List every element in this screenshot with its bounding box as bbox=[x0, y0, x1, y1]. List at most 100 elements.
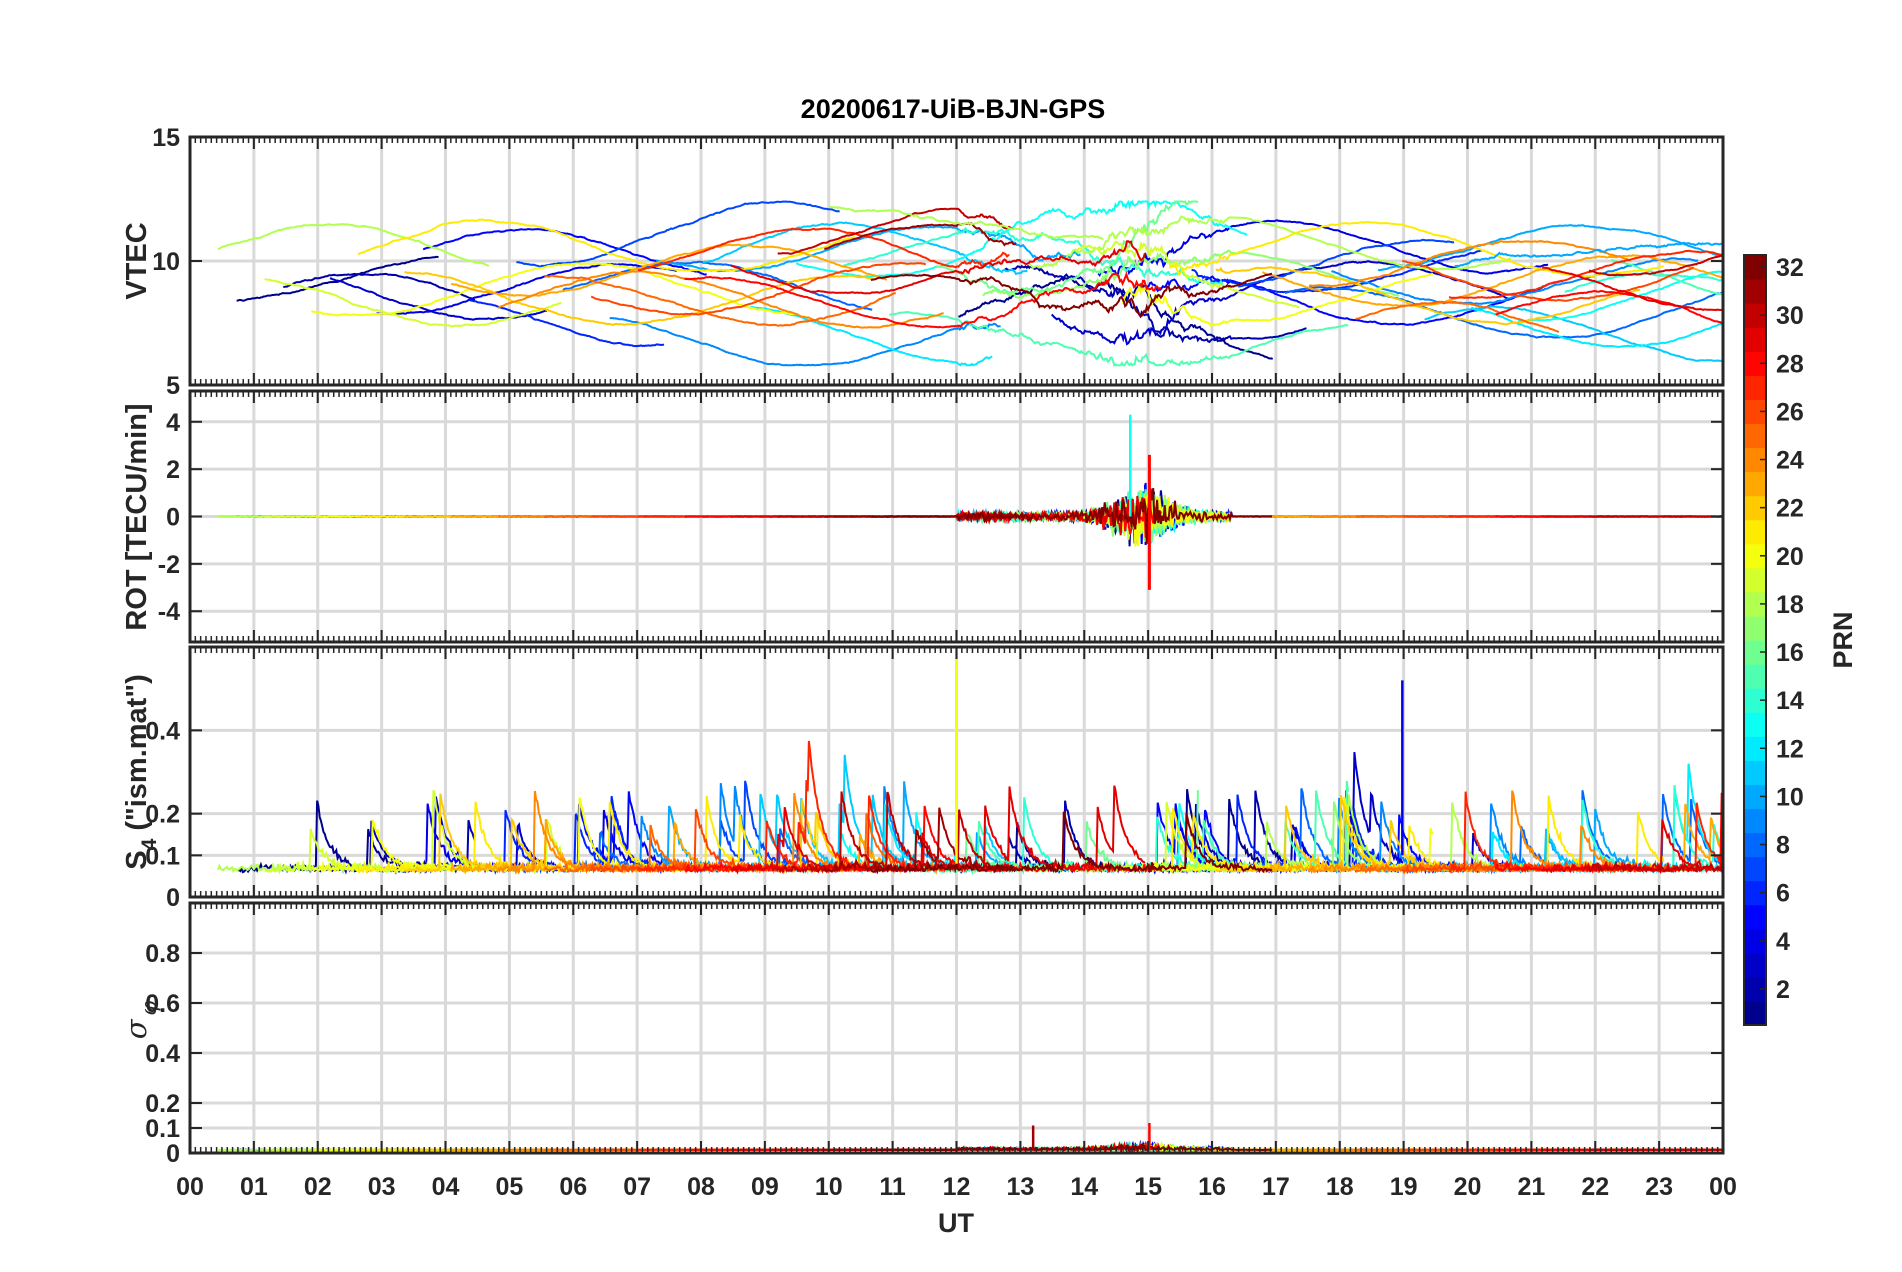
panel-sigphi-ylabel-sigma: σ bbox=[119, 1018, 153, 1039]
colorbar-step bbox=[1744, 712, 1766, 737]
x-tick-label: 23 bbox=[1645, 1173, 1673, 1201]
x-tick-label: 11 bbox=[879, 1173, 906, 1201]
vtec-series-line bbox=[1284, 286, 1724, 339]
vtec-series-line bbox=[1454, 241, 1724, 268]
panel-s4-series bbox=[217, 659, 1724, 876]
colorbar-step bbox=[1744, 255, 1766, 280]
s4-series-line bbox=[731, 785, 1146, 875]
rot-series-line bbox=[1588, 515, 1724, 518]
x-tick-label: 15 bbox=[1134, 1173, 1162, 1201]
colorbar-label: PRN bbox=[1828, 611, 1858, 668]
panel-vtec-y-tick-labels: 5 10 15 bbox=[152, 124, 180, 400]
y-tick-label: 0.1 bbox=[145, 842, 180, 870]
colorbar-tick-label: 20 bbox=[1776, 543, 1804, 571]
vtec-series-line bbox=[562, 260, 873, 311]
colorbar-step bbox=[1744, 303, 1766, 328]
x-tick-label: 08 bbox=[687, 1173, 715, 1201]
y-tick-label: 0.2 bbox=[145, 801, 180, 829]
y-tick-label: 0.1 bbox=[145, 1115, 180, 1143]
vtec-series-line bbox=[469, 298, 665, 348]
colorbar-step bbox=[1744, 1000, 1766, 1026]
x-tick-labels: 00 01 02 03 04 05 06 07 08 09 10 11 12 13 14 15 16 17 18 19… bbox=[176, 1173, 1737, 1201]
panel-rot-frame bbox=[188, 389, 1725, 644]
vtec-series-line bbox=[264, 278, 562, 328]
y-tick-label: 0.4 bbox=[145, 717, 180, 745]
panel-sigphi: 00.10.2 0.4 0.6 0.8 σφ bbox=[119, 901, 1725, 1168]
y-tick-label: 15 bbox=[152, 124, 180, 152]
colorbar-step bbox=[1744, 327, 1766, 352]
colorbar-step bbox=[1744, 832, 1766, 858]
y-tick-label: 5 bbox=[166, 372, 180, 400]
panel-rot-y-tick-labels: -4 -2 0 2 4 bbox=[158, 409, 180, 626]
y-tick-label: 2 bbox=[166, 456, 180, 484]
vtec-series-line bbox=[1050, 260, 1512, 346]
panel-rot: -4 -2 0 2 4 ROT [TECU/min] bbox=[121, 389, 1725, 644]
colorbar-step bbox=[1744, 351, 1766, 376]
vtec-series-line bbox=[1331, 257, 1699, 305]
x-tick-label: 09 bbox=[751, 1173, 779, 1201]
x-tick-label: 03 bbox=[368, 1173, 396, 1201]
vtec-series-line bbox=[1121, 272, 1434, 327]
vtec-series-line bbox=[590, 261, 927, 316]
colorbar-step bbox=[1744, 856, 1766, 882]
colorbar-step bbox=[1744, 399, 1766, 425]
colorbar-step bbox=[1744, 615, 1766, 641]
x-tick-label: 21 bbox=[1517, 1173, 1545, 1201]
colorbar-step bbox=[1744, 880, 1766, 906]
panel-s4-ylabel: S4 ("ism.mat") bbox=[121, 674, 161, 870]
x-tick-label: 04 bbox=[432, 1173, 460, 1201]
x-tick-label: 02 bbox=[304, 1173, 332, 1201]
vtec-series-line bbox=[1215, 266, 1641, 326]
rot-series-line bbox=[870, 488, 1272, 544]
x-tick-label: 10 bbox=[815, 1173, 843, 1201]
panel-rot-ylabel: ROT [TECU/min] bbox=[121, 403, 153, 630]
panel-s4-ylabel-rest: ("ism.mat") bbox=[121, 674, 153, 838]
vtec-series-line bbox=[217, 222, 490, 267]
panel-sigphi-ylabel-phi: φ bbox=[137, 1000, 161, 1015]
vtec-series-line bbox=[1495, 289, 1724, 325]
vtec-series-line bbox=[935, 199, 1199, 294]
panel-vtec-series bbox=[217, 199, 1724, 367]
x-tick-label: 06 bbox=[559, 1173, 587, 1201]
x-tick-label: 13 bbox=[1006, 1173, 1034, 1201]
s4-series-line bbox=[823, 807, 1017, 874]
y-tick-label: -4 bbox=[158, 598, 180, 626]
sigphi-series-line bbox=[1588, 1148, 1724, 1152]
colorbar-step bbox=[1744, 784, 1766, 810]
colorbar-tick-label: 2 bbox=[1776, 976, 1790, 1004]
colorbar-step bbox=[1744, 471, 1766, 497]
y-tick-label: 4 bbox=[166, 409, 180, 437]
vtec-series-line bbox=[777, 207, 1014, 255]
colorbar-steps bbox=[1744, 255, 1766, 1026]
panel-s4-frame bbox=[188, 645, 1725, 899]
colorbar-frame bbox=[1743, 254, 1767, 1026]
s4-series-line bbox=[776, 791, 1014, 874]
vtec-series-line bbox=[1541, 266, 1723, 312]
s4-series-line bbox=[217, 860, 490, 875]
colorbar-step bbox=[1744, 423, 1766, 449]
panel-s4-ylabel-sub: 4 bbox=[138, 838, 161, 850]
vtec-series-line bbox=[1144, 275, 1563, 326]
x-tick-label: 05 bbox=[495, 1173, 523, 1201]
colorbar-step bbox=[1744, 567, 1766, 593]
y-tick-label: 0 bbox=[166, 1140, 180, 1168]
colorbar-tick-label: 12 bbox=[1776, 735, 1804, 763]
x-tick-label: 19 bbox=[1390, 1173, 1418, 1201]
colorbar-step bbox=[1744, 904, 1766, 930]
colorbar-step bbox=[1744, 591, 1766, 617]
y-tick-label: 0.2 bbox=[145, 1090, 180, 1118]
x-tick-label: 00 bbox=[1709, 1173, 1737, 1201]
colorbar-step bbox=[1744, 808, 1766, 834]
vtec-series-line bbox=[404, 271, 874, 327]
colorbar-tick-label: 32 bbox=[1776, 254, 1804, 282]
colorbar-step bbox=[1744, 640, 1766, 665]
panel-vtec: 5 10 15 VTEC bbox=[121, 124, 1725, 400]
y-tick-label: -2 bbox=[158, 551, 180, 579]
vtec-series-line bbox=[283, 272, 476, 301]
y-tick-label: 0.4 bbox=[145, 1040, 180, 1068]
colorbar-tick-label: 8 bbox=[1776, 832, 1790, 860]
vtec-series-line bbox=[1075, 240, 1300, 309]
x-tick-label: 12 bbox=[943, 1173, 971, 1201]
